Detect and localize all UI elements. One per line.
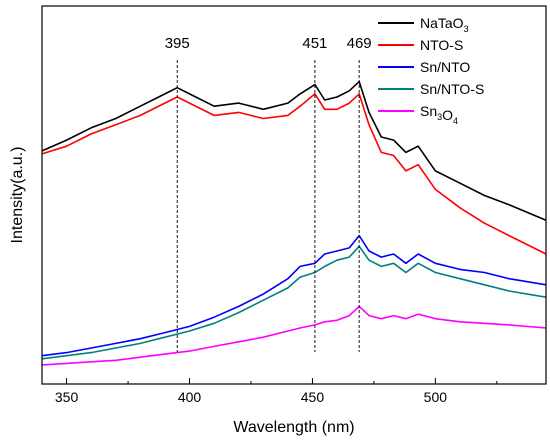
x-axis-title: Wavelength (nm): [233, 419, 354, 436]
legend-label-4: Sn3O4: [420, 103, 458, 126]
legend-label-1: NTO-S: [420, 37, 463, 53]
x-tick-label-2: 450: [301, 389, 325, 405]
legend-label-2: Sn/NTO: [420, 59, 470, 75]
peak-label-2: 469: [347, 35, 372, 52]
x-tick-label-0: 350: [55, 389, 79, 405]
peak-label-1: 451: [302, 35, 327, 52]
y-axis-title: Intensity(a.u.): [9, 147, 26, 244]
series-lines: [41, 80, 547, 366]
series-line-4: [41, 305, 547, 366]
series-line-0: [41, 80, 547, 221]
peak-label-0: 395: [165, 35, 190, 52]
legend: NaTaO3 NTO-S Sn/NTO Sn/NTO-S Sn3O4: [378, 15, 484, 126]
legend-label-3: Sn/NTO-S: [420, 81, 484, 97]
series-line-1: [41, 93, 547, 255]
x-tick-label-1: 400: [178, 389, 202, 405]
plot-frame: [41, 5, 547, 385]
x-axis: 350 400 450 500: [55, 378, 498, 405]
legend-label-0: NaTaO3: [420, 15, 469, 34]
peak-markers: 395 451 469: [165, 35, 372, 352]
series-line-2: [41, 234, 547, 357]
series-line-3: [41, 245, 547, 360]
x-tick-label-3: 500: [424, 389, 448, 405]
